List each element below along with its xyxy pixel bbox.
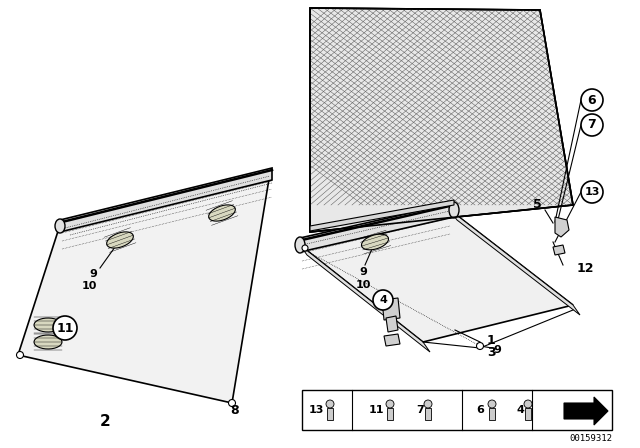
Polygon shape [209,205,236,221]
Polygon shape [382,298,400,320]
Text: 3: 3 [487,346,495,359]
Ellipse shape [55,219,65,233]
Text: 8: 8 [230,404,239,417]
Circle shape [477,343,483,349]
Polygon shape [555,217,569,237]
Polygon shape [34,318,62,332]
Polygon shape [60,168,272,232]
Polygon shape [300,245,430,352]
Polygon shape [553,245,565,255]
Text: 12: 12 [577,262,595,275]
Text: 6: 6 [588,94,596,107]
Circle shape [17,352,24,358]
Ellipse shape [386,400,394,408]
Polygon shape [362,234,388,250]
Text: 7: 7 [416,405,424,415]
Text: 11: 11 [368,405,384,415]
Circle shape [228,400,236,406]
Ellipse shape [449,202,459,218]
Bar [525,408,531,420]
Polygon shape [310,8,573,232]
Bar [425,408,431,420]
Text: 9: 9 [493,345,501,355]
Text: 11: 11 [56,322,74,335]
Text: 7: 7 [588,119,596,132]
Bar [302,390,612,430]
Text: 00159312: 00159312 [569,434,612,443]
Circle shape [581,89,603,111]
Bar [489,408,495,420]
Polygon shape [310,200,454,231]
Polygon shape [384,334,400,346]
Polygon shape [564,397,608,425]
Ellipse shape [326,400,334,408]
Ellipse shape [295,237,305,253]
Text: 4: 4 [516,405,524,415]
Circle shape [302,245,308,251]
Text: 10: 10 [355,280,371,290]
Text: 10: 10 [82,281,97,291]
Circle shape [373,290,393,310]
Text: 13: 13 [584,187,600,197]
Bar [387,408,393,420]
Text: 6: 6 [476,405,484,415]
Polygon shape [18,173,270,403]
Ellipse shape [524,400,532,408]
Text: 9: 9 [89,269,97,279]
Polygon shape [300,210,573,342]
Polygon shape [300,203,454,252]
Text: 2: 2 [100,414,110,430]
Circle shape [53,316,77,340]
Text: 13: 13 [308,405,324,415]
Circle shape [581,181,603,203]
Bar [327,408,333,420]
Text: 9: 9 [359,267,367,277]
Ellipse shape [488,400,496,408]
Text: 4: 4 [379,295,387,305]
Text: 1: 1 [487,333,496,346]
Polygon shape [386,316,398,332]
Polygon shape [107,232,133,248]
Polygon shape [450,210,580,315]
Polygon shape [34,335,62,349]
Text: 5: 5 [533,198,542,211]
Ellipse shape [424,400,432,408]
Circle shape [581,114,603,136]
